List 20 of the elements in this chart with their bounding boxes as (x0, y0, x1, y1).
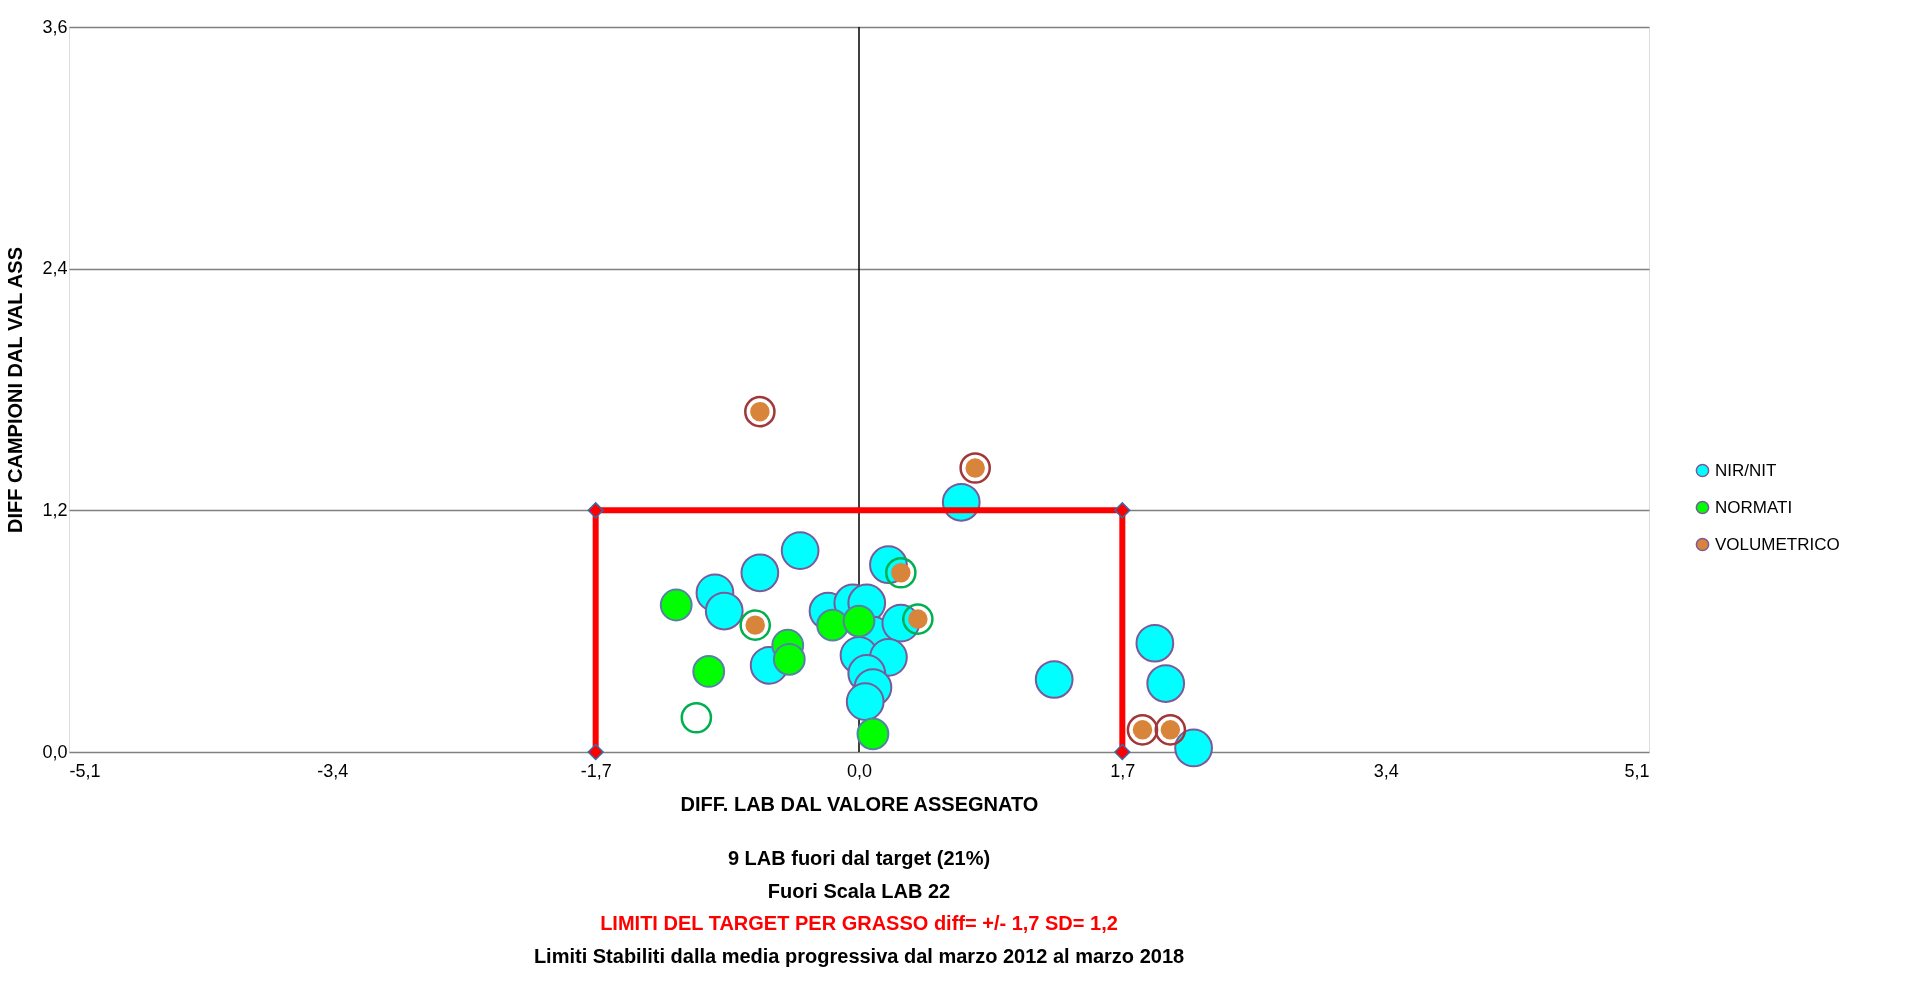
legend-label: NORMATI (1715, 497, 1793, 517)
y-tick-label: 2,4 (42, 258, 68, 279)
text: Limiti Stabiliti dalla media progressiva dal marzo 2012 al marzo 2018 (533, 944, 1185, 967)
y-axis-title: DIFF CAMPIONI DAL VAL ASS (4, 247, 27, 533)
y-tick-label: 1,2 (42, 499, 68, 520)
x-tick-label: -1,7 (580, 760, 612, 781)
x-tick-label: 0,0 (846, 760, 873, 781)
x-tick-label: -5,1 (69, 760, 101, 781)
x-tick-label: -3,4 (317, 760, 349, 781)
y-tick-label: 0,0 (42, 741, 68, 762)
x-tick-label: 3,4 (1373, 760, 1399, 781)
legend-label: NIR/NIT (1715, 460, 1777, 480)
y-tick-label: 3,6 (42, 16, 68, 37)
legend-label: VOLUMETRICO (1715, 534, 1840, 554)
text: 9 LAB fuori dal target (21%) (727, 847, 991, 869)
text: Fuori Scala LAB 22 (767, 879, 951, 902)
x-axis-title: DIFF. LAB DAL VALORE ASSEGNATO (680, 792, 1039, 815)
x-tick-label: 1,7 (1110, 760, 1136, 781)
x-tick-label: 5,1 (1624, 760, 1650, 781)
text: LIMITI DEL TARGET PER GRASSO diff= +/- 1,7 SD= 1,2 (600, 912, 1118, 934)
